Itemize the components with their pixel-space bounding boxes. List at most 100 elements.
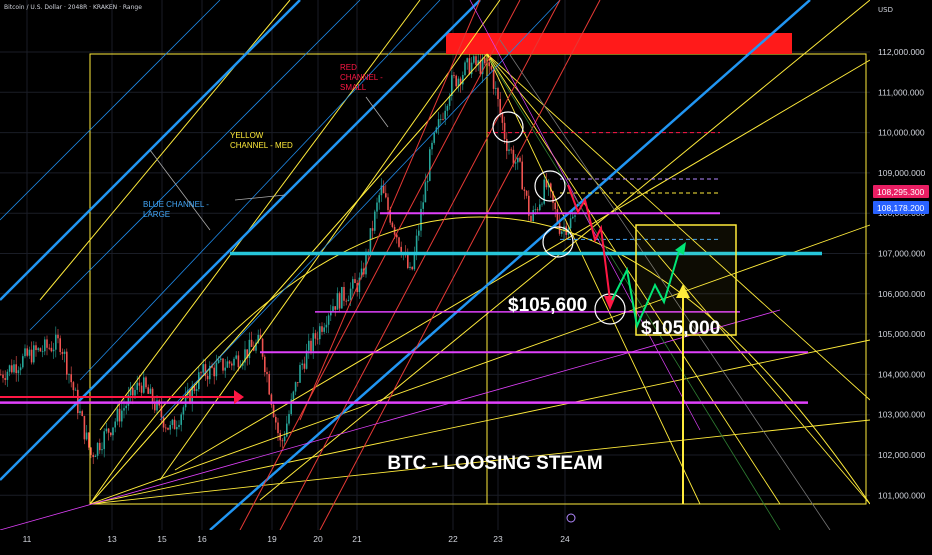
candle-body (525, 190, 528, 196)
candle-body (286, 423, 288, 437)
candle-body (514, 162, 517, 164)
candle-body (83, 415, 86, 440)
candle-body (209, 365, 211, 380)
candle-body (55, 334, 57, 350)
candle-body (48, 347, 50, 349)
candle-body (490, 66, 493, 70)
time-axis-panel[interactable] (0, 530, 932, 550)
candle-body (459, 78, 462, 85)
candle-body (470, 62, 473, 75)
price-axis-panel[interactable] (870, 0, 932, 550)
candle-body (352, 279, 354, 289)
candle-body (217, 359, 220, 363)
fan-line (486, 53, 871, 505)
fan-line (89, 224, 871, 505)
red-channel-line (279, 0, 561, 531)
red-channel-line (319, 0, 601, 531)
candle-body (96, 442, 99, 456)
candle-body (453, 75, 455, 76)
event-marker (566, 513, 576, 523)
red-projection (567, 184, 611, 301)
candle-body (156, 400, 158, 411)
blue-channel-label: LARGE (143, 210, 170, 219)
candle-body (508, 149, 510, 151)
candle-body (244, 349, 246, 363)
candle-body (134, 389, 136, 396)
red-channel-line (239, 0, 521, 531)
candle-body (68, 374, 70, 375)
candle-body (50, 347, 53, 352)
candle-body (220, 358, 222, 360)
candle-body (343, 286, 345, 301)
callout-yellow (234, 194, 286, 201)
candle-body (475, 56, 477, 65)
label-105600: $105,600 (508, 295, 587, 316)
candle-body (160, 405, 163, 418)
candle-body (556, 209, 559, 223)
candle-body (70, 374, 72, 383)
candle-body (323, 327, 325, 332)
highlight-circle (542, 226, 574, 258)
candle-body (222, 358, 224, 371)
candle-body (305, 350, 308, 369)
blue-channel-label: BLUE CHANNEL - (143, 200, 209, 209)
candle-body (39, 348, 42, 352)
candle-body (374, 211, 376, 231)
yellow-up-arrow-head (676, 284, 690, 298)
candle-body (125, 405, 127, 409)
candle-body (462, 75, 464, 85)
candle-body (101, 449, 103, 451)
candle-body (369, 228, 372, 253)
candle-body (444, 110, 446, 120)
candle-body (81, 411, 83, 416)
candle-body (321, 326, 323, 332)
candle-body (90, 447, 92, 455)
candle-body (61, 351, 64, 354)
gray-diagonal (499, 39, 831, 531)
fan-line (486, 53, 781, 505)
candle-body (378, 195, 380, 203)
drawings (0, 0, 871, 531)
candle-body (132, 387, 134, 396)
green-arrow-head (675, 242, 686, 255)
candle-body (299, 365, 301, 383)
candle-body (534, 209, 537, 211)
candle-body (235, 355, 237, 359)
candle-body (138, 382, 141, 386)
candle-body (310, 340, 312, 352)
candle-body (481, 57, 484, 75)
candle-body (180, 414, 182, 425)
candle-body (473, 56, 475, 63)
fan-line (89, 419, 871, 505)
candle-body (242, 362, 244, 366)
callout-blue (149, 149, 211, 231)
candle-body (468, 58, 471, 75)
candle-body (114, 421, 116, 428)
red-channel-label: RED (340, 63, 357, 72)
candle-body (536, 209, 539, 211)
chart-title: BTC - LOOSING STEAM (387, 453, 602, 474)
candle-body (552, 191, 554, 203)
candle-body (211, 365, 213, 368)
candle-body (530, 215, 532, 222)
candle-body (330, 311, 332, 316)
candle-body (488, 62, 490, 67)
resistance-zone (446, 33, 792, 54)
candle-body (431, 142, 433, 150)
range-box (89, 53, 867, 505)
candle-body (484, 57, 486, 64)
candle-body (539, 204, 541, 211)
candle-body (437, 119, 440, 128)
candle-body (66, 351, 68, 375)
magenta-diagonal (469, 0, 701, 431)
candle-body (105, 428, 108, 432)
yellow-channel-label: YELLOW (230, 131, 264, 140)
candle-body (149, 388, 152, 394)
blue-fan-line (159, 0, 561, 421)
candle-body (385, 193, 387, 198)
candle-body (301, 363, 303, 366)
candle-body (281, 440, 284, 442)
candle-body (202, 364, 204, 373)
